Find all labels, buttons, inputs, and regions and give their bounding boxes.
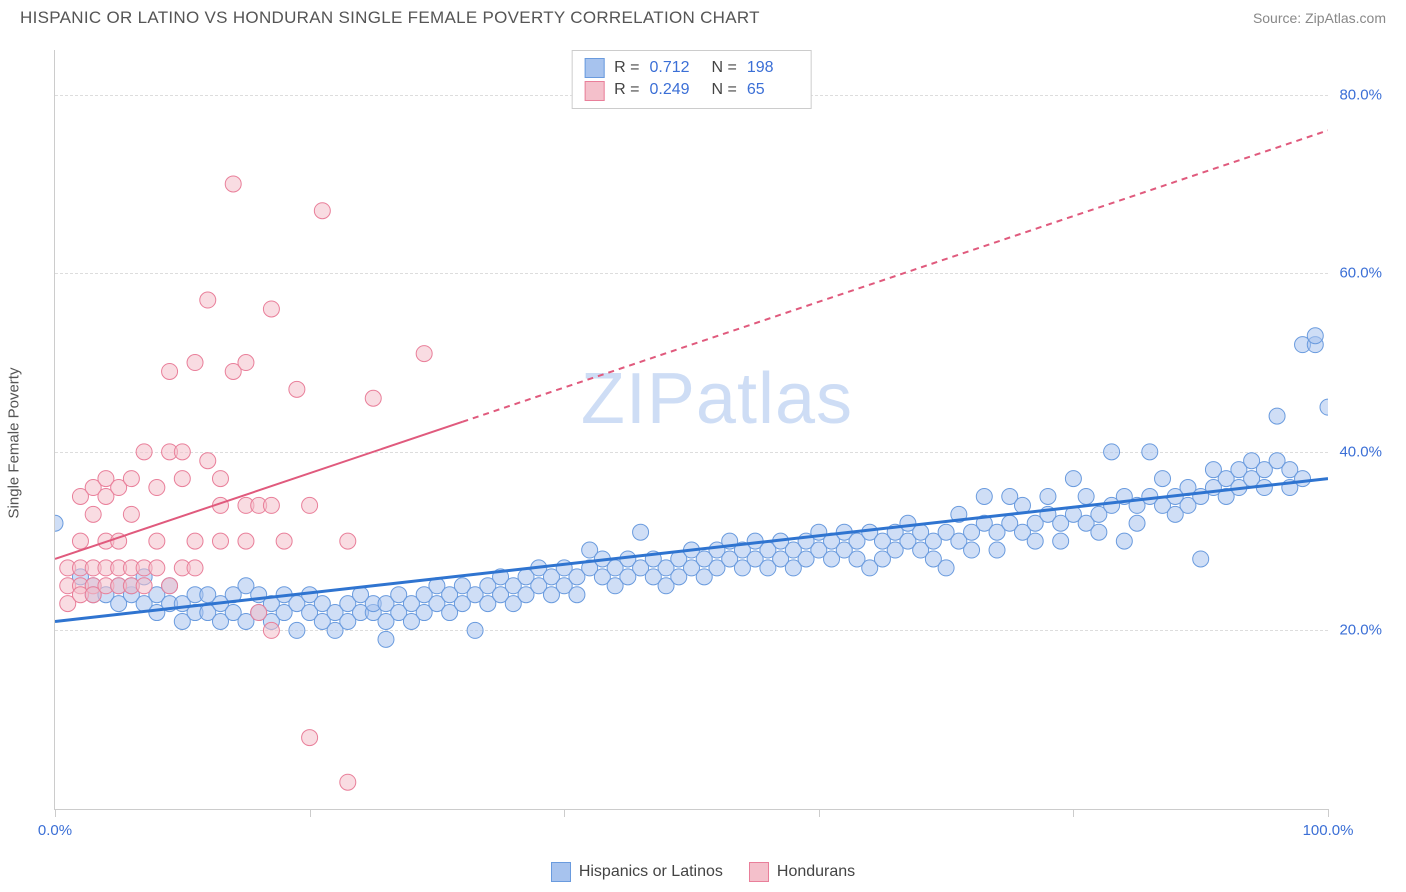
legend-label: Hondurans (777, 863, 855, 881)
r-value-2: 0.249 (650, 79, 702, 101)
legend-label: Hispanics or Latinos (579, 863, 723, 881)
source-label: Source: ZipAtlas.com (1253, 10, 1386, 26)
chart-title: HISPANIC OR LATINO VS HONDURAN SINGLE FE… (20, 8, 760, 28)
y-tick-label: 40.0% (1339, 443, 1382, 460)
y-tick-label: 80.0% (1339, 86, 1382, 103)
legend-swatch-icon (551, 862, 571, 882)
y-tick-label: 60.0% (1339, 265, 1382, 282)
legend-swatch-pink (584, 81, 604, 101)
legend-row-1: R = 0.712 N = 198 (584, 57, 799, 79)
y-axis-label: Single Female Poverty (6, 368, 23, 519)
chart-container: Single Female Poverty R = 0.712 N = 198 … (20, 42, 1386, 844)
scatter-layer (55, 50, 1328, 809)
n-value-2: 65 (747, 79, 799, 101)
legend-row-2: R = 0.249 N = 65 (584, 79, 799, 101)
r-value-1: 0.712 (650, 57, 702, 79)
n-value-1: 198 (747, 57, 799, 79)
watermark: ZIPatlas (581, 358, 853, 440)
plot-area: R = 0.712 N = 198 R = 0.249 N = 65 ZIPat… (54, 50, 1328, 810)
legend-item-hondurans: Hondurans (749, 862, 855, 882)
legend-item-hispanics: Hispanics or Latinos (551, 862, 723, 882)
legend-swatch-icon (749, 862, 769, 882)
correlation-legend: R = 0.712 N = 198 R = 0.249 N = 65 (571, 50, 812, 109)
x-tick-label: 100.0% (1303, 822, 1354, 839)
x-tick-label: 0.0% (38, 822, 72, 839)
legend-swatch-blue (584, 58, 604, 78)
y-tick-label: 20.0% (1339, 622, 1382, 639)
bottom-legend: Hispanics or Latinos Hondurans (0, 862, 1406, 882)
